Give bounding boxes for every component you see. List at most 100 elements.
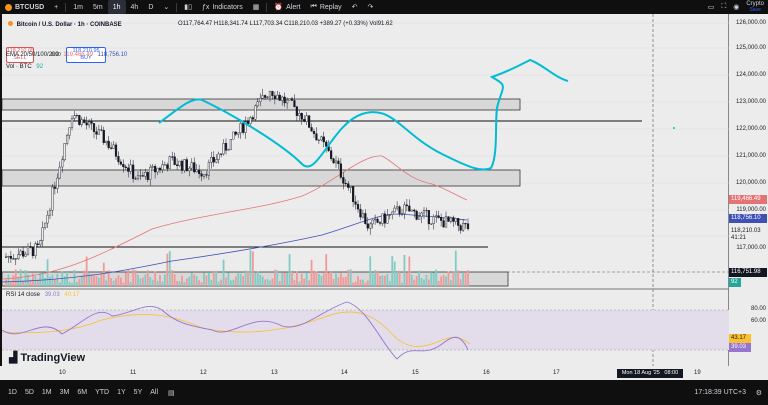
replay-button[interactable]: ⏮ Replay [306, 0, 347, 14]
price-projection-drawing[interactable] [158, 58, 569, 171]
volume-bar [117, 275, 120, 286]
candle-body [261, 95, 264, 99]
ema-label: EMA 20/50/100/200 [6, 52, 59, 58]
volume-bar [166, 253, 169, 286]
interval-4h[interactable]: 4h [130, 3, 139, 11]
time-axis[interactable]: 10 11 12 13 14 15 16 17 19 [0, 366, 729, 380]
interval-1m[interactable]: 1m [73, 3, 83, 11]
range-5y[interactable]: 5Y [133, 389, 143, 396]
candle-body [85, 122, 88, 126]
time-tick: 10 [59, 370, 66, 376]
price-chart-canvas[interactable] [2, 14, 729, 366]
settings-gear-icon[interactable]: ⚙ [755, 389, 762, 397]
volume-bar [420, 277, 423, 286]
candle-body [256, 101, 259, 107]
drawing-anchor-dot[interactable] [673, 127, 675, 129]
interval-1d[interactable]: D [148, 3, 154, 11]
undo-button[interactable]: ↶ [347, 0, 363, 14]
candle-body [376, 218, 379, 223]
sell-price: 118,210.05 [7, 48, 35, 54]
tradingview-logo[interactable]: ▟ TradingView [9, 351, 86, 365]
candle-body [420, 212, 423, 217]
range-all[interactable]: All [150, 389, 159, 396]
range-5d[interactable]: 5D [24, 389, 34, 396]
layout-icon[interactable]: ▭ [707, 4, 715, 11]
buy-button[interactable]: 118,210.95 BUY [66, 47, 106, 63]
candle-body [88, 121, 91, 126]
resistance-zone-mid[interactable] [2, 169, 521, 187]
clock-display[interactable]: 17:18:39 UTC+3 [694, 389, 746, 396]
redo-button[interactable]: ↷ [362, 0, 378, 14]
candle-body [408, 205, 411, 212]
crosshair-time-tag: Mon 18 Aug '25 08:00 [617, 369, 683, 378]
brand-badge[interactable]: Crypto Save [746, 1, 764, 13]
volume-bar [193, 274, 196, 286]
candle-body [349, 186, 352, 188]
templates-button[interactable]: ▦ [248, 0, 265, 14]
symbol-legend[interactable]: Bitcoin / U.S. Dollar · 1h · COINBASE O1… [8, 21, 393, 28]
date-range-icon[interactable]: ▤ [168, 389, 175, 397]
candle-body [100, 129, 103, 131]
camera-icon[interactable]: ◉ [733, 4, 740, 11]
range-1m[interactable]: 1M [41, 389, 52, 396]
range-ytd[interactable]: YTD [95, 389, 110, 396]
rsi-legend[interactable]: RSI 14 close 39.03 40.17 [6, 292, 79, 298]
chart-type-button[interactable]: ▮▯ [179, 0, 197, 14]
alert-button[interactable]: ⏰ Alert [269, 0, 305, 14]
candle-body [151, 166, 154, 168]
volume-legend[interactable]: Vol · BTC 92 [6, 64, 43, 70]
ema-value-2: 118,756.10 [97, 52, 128, 58]
tradingview-logo-text: TradingView [20, 351, 86, 364]
volume-bar [163, 274, 166, 286]
volume-bar [254, 273, 257, 286]
candle-body [31, 247, 34, 257]
candle-body [359, 208, 362, 218]
range-1d[interactable]: 1D [8, 389, 17, 396]
candle-body [310, 127, 313, 132]
interval-dropdown[interactable]: ⌄ [158, 0, 174, 14]
volume-bar [176, 280, 179, 286]
candle-body [246, 121, 250, 124]
volume-bar [244, 270, 247, 286]
volume-bar [371, 273, 374, 286]
candle-body [53, 186, 56, 189]
candle-body [144, 172, 147, 177]
volume-bar [379, 275, 381, 286]
candle-body [271, 91, 274, 96]
volume-bar [127, 269, 130, 286]
candle-body [180, 160, 184, 171]
interval-1h[interactable]: 1h [107, 0, 126, 14]
rsi-level-label: 80.00 [750, 306, 766, 312]
indicators-button[interactable]: ƒx Indicators [197, 0, 248, 14]
sell-button[interactable]: 118,210.05 SELL [6, 47, 34, 63]
chart-pane[interactable]: Bitcoin / U.S. Dollar · 1h · COINBASE O1… [0, 14, 729, 380]
range-1y[interactable]: 1Y [117, 389, 126, 396]
volume-bar [330, 270, 333, 286]
candle-body [158, 167, 162, 171]
volume-bar [137, 274, 139, 286]
symbol-search-button[interactable]: BTCUSD [0, 0, 49, 14]
candle-body [17, 254, 20, 260]
volume-bar [423, 279, 425, 286]
range-3m[interactable]: 3M [59, 389, 70, 396]
volume-bar [288, 254, 291, 286]
fullscreen-icon[interactable]: ⛶ [721, 3, 727, 10]
volume-bar [31, 273, 34, 286]
candle-body [73, 115, 76, 119]
ema-legend[interactable]: EMA 20/50/100/200 119,466.49 118,756.10 [6, 52, 127, 58]
candle-body [317, 139, 320, 141]
volume-value: 92 [36, 64, 44, 70]
price-tick: 120,000.00 [735, 180, 766, 186]
candle-body [24, 253, 27, 257]
candle-body [154, 166, 157, 173]
volume-bar [305, 272, 308, 286]
candle-body [178, 160, 181, 166]
interval-5m[interactable]: 5m [93, 3, 103, 11]
volume-bar [452, 271, 455, 286]
compare-add-button[interactable]: + [54, 3, 59, 11]
volume-bar [210, 279, 213, 286]
top-toolbar: BTCUSD + 1m 5m 1h 4h D ⌄ ▮▯ ƒx Indicator… [0, 0, 768, 14]
candle-body [117, 156, 120, 163]
range-6m[interactable]: 6M [77, 389, 88, 396]
price-scale[interactable]: 126,000.00 125,000.00 124,000.00 123,000… [729, 14, 768, 380]
